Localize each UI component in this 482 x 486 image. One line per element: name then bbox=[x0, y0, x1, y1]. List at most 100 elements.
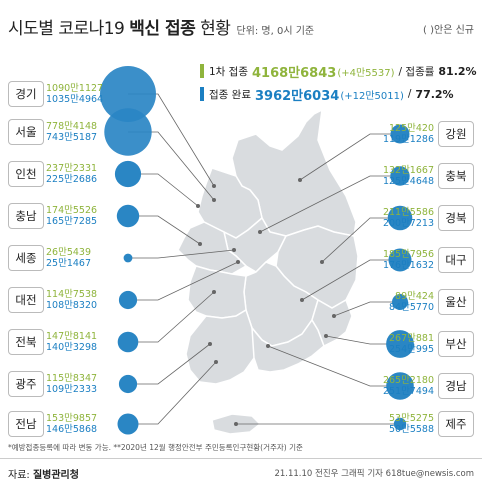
leader-dot bbox=[214, 360, 218, 364]
title-part-c: 현황 bbox=[195, 19, 231, 39]
title-part-b: 백신 접종 bbox=[129, 19, 196, 39]
full-dose-value: 25만1467 bbox=[46, 258, 92, 269]
region-values: 237만2331 225만2686 bbox=[46, 163, 97, 185]
map-region-shape bbox=[311, 298, 353, 348]
first-dose-value: 1090만1127 bbox=[46, 83, 104, 94]
title-part-a: 시도별 코로나19 bbox=[8, 19, 130, 39]
legend-first-increase: (+4만5537) bbox=[337, 67, 395, 79]
leader-dot bbox=[232, 248, 236, 252]
leader-line bbox=[259, 175, 400, 233]
leader-dot bbox=[298, 178, 302, 182]
region-values: 211만5586 200만7213 bbox=[383, 207, 434, 229]
region-label: 경기 bbox=[8, 81, 44, 107]
legend-first-label: 1차 접종 bbox=[209, 65, 248, 78]
region-values: 26만5439 25만1467 bbox=[46, 247, 91, 269]
first-dose-value: 53만5275 bbox=[388, 413, 434, 424]
first-dose-value: 211만5586 bbox=[382, 207, 434, 218]
first-dose-value: 778만4148 bbox=[46, 121, 98, 132]
first-dose-value: 132만1667 bbox=[382, 165, 434, 176]
legend-first-swatch bbox=[200, 64, 204, 78]
region-values: 115만8347 109만2333 bbox=[46, 373, 97, 395]
leader-dot bbox=[212, 290, 216, 294]
full-dose-value: 84만5770 bbox=[388, 302, 434, 313]
bubble-경남 bbox=[386, 372, 414, 400]
map-region-shape bbox=[185, 308, 263, 385]
bubble-제주 bbox=[393, 417, 407, 431]
paren-note: ( )안은 신규 bbox=[423, 25, 474, 36]
region-label: 부산 bbox=[438, 331, 474, 357]
full-dose-value: 254만995 bbox=[388, 344, 434, 355]
region-label: 충남 bbox=[8, 203, 44, 229]
region-label: 강원 bbox=[438, 121, 474, 147]
bubble-충남 bbox=[116, 204, 140, 228]
legend-full-rate: 77.2% bbox=[415, 87, 454, 101]
source-prefix: 자료: bbox=[8, 470, 33, 481]
region-values: 1090만1127 1035만4964 bbox=[46, 83, 103, 105]
region-values: 153만9857 146만5868 bbox=[46, 413, 97, 435]
region-values: 114만7538 108만8320 bbox=[46, 289, 97, 311]
first-dose-value: 174만5526 bbox=[46, 205, 98, 216]
bubble-경북 bbox=[387, 205, 413, 231]
bubble-대전 bbox=[118, 290, 138, 310]
first-dose-value: 26만5439 bbox=[46, 247, 92, 258]
first-dose-value: 147만8141 bbox=[46, 331, 98, 342]
leader-line bbox=[128, 249, 235, 259]
full-dose-value: 200만7213 bbox=[382, 218, 434, 229]
leader-dot bbox=[300, 298, 304, 302]
first-dose-value: 153만9857 bbox=[46, 413, 98, 424]
region-label: 울산 bbox=[438, 289, 474, 315]
bubble-인천 bbox=[114, 160, 142, 188]
legend-full-value: 3962만6034 bbox=[254, 88, 340, 104]
bubble-세종 bbox=[123, 253, 133, 263]
bubble-부산 bbox=[386, 330, 414, 358]
region-values: 132만1667 125만4648 bbox=[383, 165, 434, 187]
leader-dot bbox=[266, 344, 270, 348]
leader-dot bbox=[212, 198, 216, 202]
bubble-충북 bbox=[390, 166, 410, 186]
full-dose-value: 1035만4964 bbox=[46, 94, 104, 105]
bubble-경기 bbox=[100, 66, 156, 122]
full-dose-value: 165만7285 bbox=[46, 216, 98, 227]
region-label: 세종 bbox=[8, 245, 44, 271]
leader-dot bbox=[236, 260, 240, 264]
region-label: 대구 bbox=[438, 247, 474, 273]
full-dose-value: 176만1632 bbox=[382, 260, 434, 271]
bubble-전북 bbox=[117, 331, 139, 353]
bubble-울산 bbox=[392, 294, 408, 310]
leader-dot bbox=[324, 334, 328, 338]
region-label: 제주 bbox=[438, 411, 474, 437]
full-dose-value: 109만2333 bbox=[46, 384, 98, 395]
full-dose-value: 251만7494 bbox=[382, 386, 434, 397]
leader-dot bbox=[212, 184, 216, 188]
legend-full-swatch bbox=[200, 87, 204, 101]
bubble-광주 bbox=[118, 374, 138, 394]
chart-title: 시도별 코로나19 백신 접종 현황 단위: 명, 0시 기준 bbox=[8, 14, 314, 39]
legend-first-rate-label: / 접종률 bbox=[398, 65, 435, 78]
leader-line bbox=[333, 301, 400, 317]
map-region-shape bbox=[187, 265, 247, 319]
first-dose-value: 125만420 bbox=[388, 123, 434, 134]
full-dose-value: 225만2686 bbox=[46, 174, 98, 185]
region-label: 경남 bbox=[438, 373, 474, 399]
region-values: 53만5275 50만5588 bbox=[389, 413, 434, 435]
full-dose-value: 146만5868 bbox=[46, 424, 98, 435]
full-dose-value: 743만5187 bbox=[46, 132, 98, 143]
full-dose-value: 50만5588 bbox=[388, 424, 434, 435]
region-values: 185만7956 176만1632 bbox=[383, 249, 434, 271]
first-dose-value: 89만424 bbox=[395, 291, 434, 302]
region-values: 147만8141 140만3298 bbox=[46, 331, 97, 353]
region-label: 전북 bbox=[8, 329, 44, 355]
leader-line bbox=[299, 133, 400, 181]
region-label: 경북 bbox=[438, 205, 474, 231]
region-values: 125만420 119만1286 bbox=[383, 123, 434, 145]
first-dose-value: 115만8347 bbox=[46, 373, 98, 384]
region-values: 174만5526 165만7285 bbox=[46, 205, 97, 227]
leader-dot bbox=[198, 242, 202, 246]
bubble-전남 bbox=[117, 413, 139, 435]
first-dose-value: 267만881 bbox=[388, 333, 434, 344]
full-dose-value: 140만3298 bbox=[46, 342, 98, 353]
region-label: 전남 bbox=[8, 411, 44, 437]
first-dose-value: 237만2331 bbox=[46, 163, 98, 174]
region-label: 대전 bbox=[8, 287, 44, 313]
